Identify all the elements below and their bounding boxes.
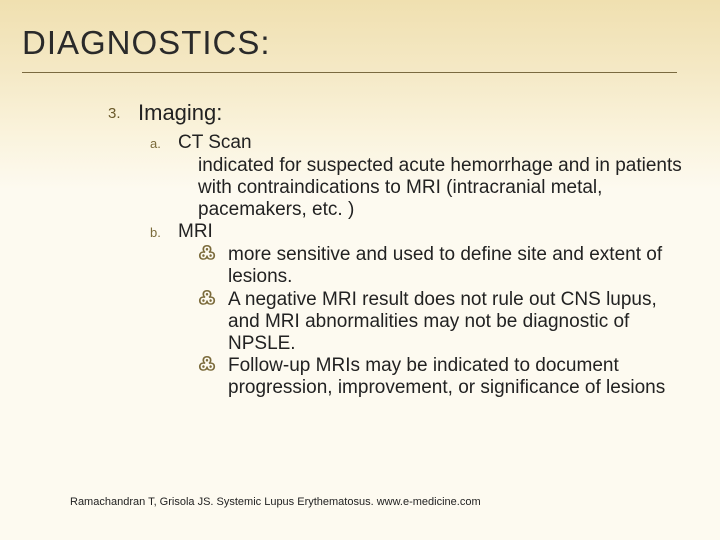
list-item: ߷ more sensitive and used to define site… — [198, 244, 720, 288]
bullet-icon: ߷ — [198, 355, 228, 399]
bullet-text: more sensitive and used to define site a… — [228, 244, 688, 288]
list-heading: Imaging: — [138, 100, 222, 126]
content-area: 3. Imaging: a. CT Scan indicated for sus… — [0, 100, 720, 400]
list-number: 3. — [108, 100, 138, 126]
title-underline — [22, 72, 677, 73]
slide: DIAGNOSTICS: 3. Imaging: a. CT Scan indi… — [0, 0, 720, 540]
list-item: a. CT Scan — [150, 132, 720, 154]
list-item: ߷ A negative MRI result does not rule ou… — [198, 289, 720, 355]
sub-desc: indicated for suspected acute hemorrhage… — [178, 155, 693, 221]
bullet-text: A negative MRI result does not rule out … — [228, 289, 688, 355]
list-item: ߷ Follow-up MRIs may be indicated to doc… — [198, 355, 720, 399]
bullet-icon: ߷ — [198, 289, 228, 355]
sub-head: MRI — [178, 221, 213, 243]
bullet-icon: ߷ — [198, 244, 228, 288]
sub-letter: b. — [150, 221, 178, 243]
list-item: 3. Imaging: — [108, 100, 720, 126]
citation-text: Ramachandran T, Grisola JS. Systemic Lup… — [70, 496, 481, 508]
list-item: b. MRI — [150, 221, 720, 243]
bullet-text: Follow-up MRIs may be indicated to docum… — [228, 355, 688, 399]
slide-title: DIAGNOSTICS: — [22, 24, 271, 62]
sub-head: CT Scan — [178, 132, 252, 154]
sub-letter: a. — [150, 132, 178, 154]
